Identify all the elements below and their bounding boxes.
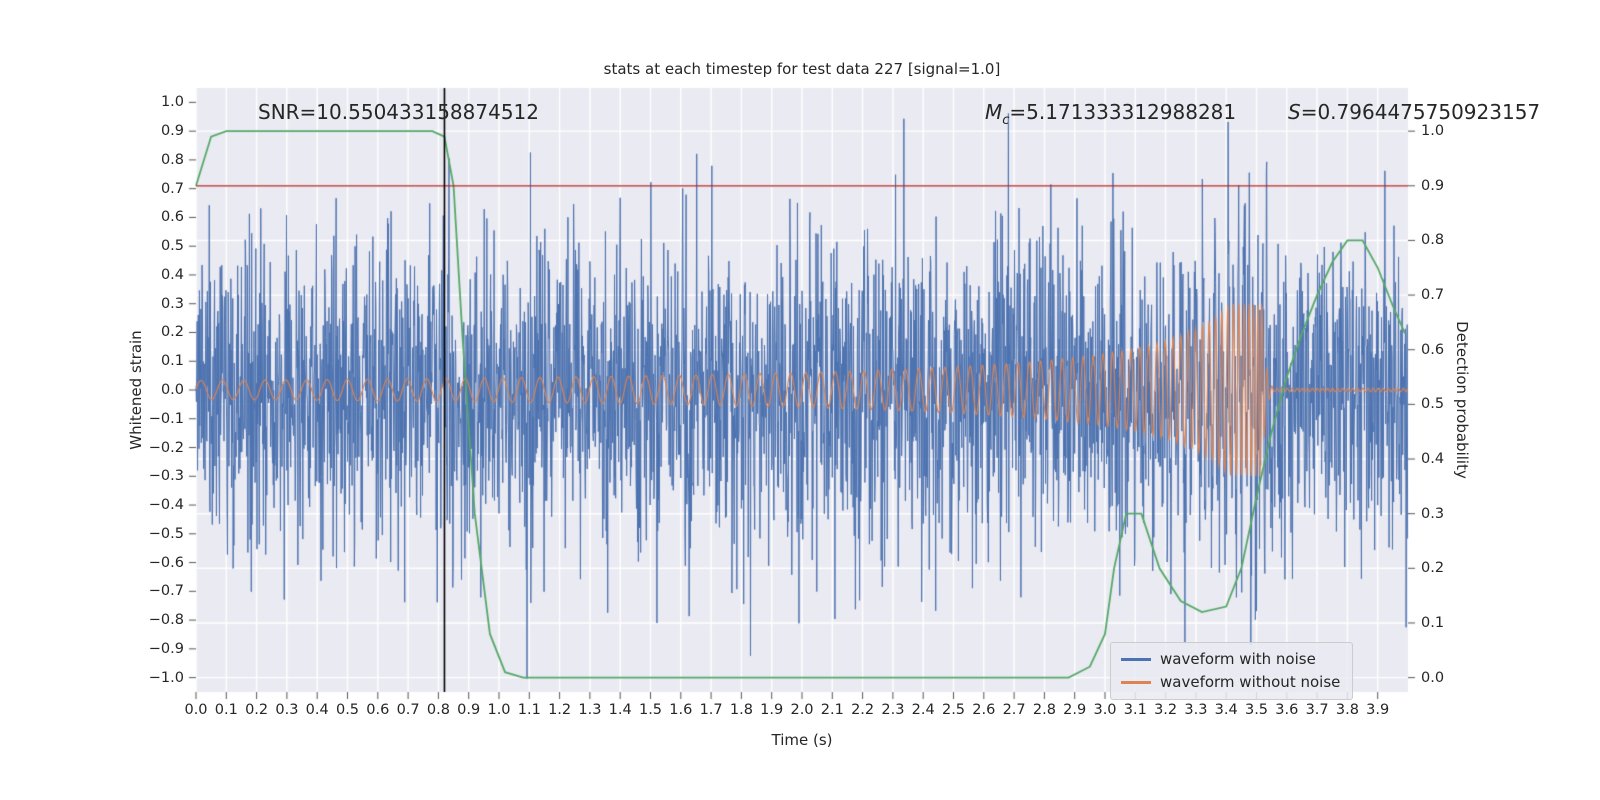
y-tick-label-left: 0.4 xyxy=(160,266,184,283)
y-tick-label-right: 0.2 xyxy=(1421,560,1445,577)
x-tick-label: 2.2 xyxy=(851,702,875,718)
y-tick-label-left: 0.6 xyxy=(160,209,184,226)
x-tick-label: 1.9 xyxy=(760,702,784,718)
x-tick-label: 1.0 xyxy=(487,702,511,718)
y-tick-label-right: 0.0 xyxy=(1421,669,1445,686)
x-tick-label: 2.9 xyxy=(1063,702,1087,718)
y-tick-label-right: 0.8 xyxy=(1421,232,1445,249)
y-tick-label-left: −0.4 xyxy=(148,497,184,514)
mc-value: =5.171333312988281 xyxy=(1009,100,1237,124)
x-tick-label: 0.1 xyxy=(214,702,238,718)
x-tick-label: 3.4 xyxy=(1214,702,1238,718)
y-tick-label-left: −0.2 xyxy=(148,439,184,456)
x-tick-label: 0.2 xyxy=(245,702,269,718)
legend: waveform with noise waveform without noi… xyxy=(1110,642,1354,700)
legend-item-without-noise: waveform without noise xyxy=(1121,673,1340,691)
y-tick-label-left: 0.1 xyxy=(160,353,184,370)
x-tick-label: 1.3 xyxy=(578,702,602,718)
x-tick-label: 1.6 xyxy=(669,702,693,718)
mc-symbol: M xyxy=(985,100,1003,124)
y-tick-label-left: 0.0 xyxy=(160,382,184,398)
y-tick-label-left: −0.6 xyxy=(148,554,184,571)
y-axis-label-left: Whitened strain xyxy=(127,330,145,450)
x-tick-label: 3.7 xyxy=(1305,702,1329,718)
x-tick-label: 2.4 xyxy=(911,702,935,718)
y-tick-label-right: 0.6 xyxy=(1421,341,1445,358)
x-tick-label: 2.8 xyxy=(1032,702,1056,718)
x-tick-label: 0.3 xyxy=(275,702,299,718)
x-tick-label: 0.0 xyxy=(184,702,208,718)
x-tick-label: 2.7 xyxy=(1002,702,1026,718)
y-tick-label-left: −0.3 xyxy=(148,468,184,485)
y-tick-label-left: −0.8 xyxy=(148,612,184,629)
x-axis-label: Time (s) xyxy=(771,731,833,749)
y-tick-label-left: 0.8 xyxy=(160,151,184,168)
y-tick-label-left: 0.5 xyxy=(160,238,184,255)
x-tick-label: 1.4 xyxy=(608,702,632,718)
y-tick-label-right: 0.1 xyxy=(1421,614,1445,631)
x-tick-label: 0.7 xyxy=(396,702,420,718)
y-tick-label-left: 0.9 xyxy=(160,123,184,140)
x-tick-label: 1.2 xyxy=(548,702,572,718)
x-tick-label: 3.6 xyxy=(1275,702,1299,718)
snr-annotation: SNR=10.550433158874512 xyxy=(258,100,539,124)
x-tick-label: 2.6 xyxy=(972,702,996,718)
x-tick-label: 1.7 xyxy=(699,702,723,718)
s-symbol: S xyxy=(1288,100,1301,124)
x-tick-label: 3.1 xyxy=(1123,702,1147,718)
x-tick-label: 2.0 xyxy=(790,702,814,718)
y-tick-label-right: 0.7 xyxy=(1421,287,1445,304)
x-tick-label: 2.3 xyxy=(881,702,905,718)
x-tick-label: 1.1 xyxy=(517,702,541,718)
x-tick-label: 3.0 xyxy=(1093,702,1117,718)
x-tick-label: 0.4 xyxy=(305,702,329,718)
legend-label: waveform without noise xyxy=(1160,673,1341,691)
y-tick-label-left: −0.7 xyxy=(148,583,184,600)
legend-item-with-noise: waveform with noise xyxy=(1121,650,1340,668)
y-tick-label-left: 1.0 xyxy=(160,94,184,111)
y-tick-label-right: 1.0 xyxy=(1421,123,1445,140)
x-tick-label: 3.8 xyxy=(1335,702,1359,718)
x-tick-label: 1.8 xyxy=(729,702,753,718)
legend-swatch-orange-line xyxy=(1121,680,1151,684)
x-tick-label: 2.1 xyxy=(820,702,844,718)
x-tick-label: 0.8 xyxy=(426,702,450,718)
chirp-mass-annotation: Mc=5.171333312988281 xyxy=(985,100,1236,128)
mc-subscript: c xyxy=(1002,113,1010,128)
y-tick-label-left: 0.7 xyxy=(160,180,184,197)
s-value: =0.7964475750923157 xyxy=(1300,100,1541,124)
x-tick-label: 0.9 xyxy=(457,702,481,718)
y-axis-label-right: Detection probability xyxy=(1453,321,1471,479)
x-tick-label: 2.5 xyxy=(941,702,966,718)
x-tick-label: 0.5 xyxy=(335,702,360,718)
legend-swatch-blue-line xyxy=(1121,657,1151,661)
s-annotation: S=0.7964475750923157 xyxy=(1288,100,1540,124)
snr-text: SNR=10.550433158874512 xyxy=(258,100,539,124)
y-tick-label-left: −0.5 xyxy=(148,525,184,542)
y-tick-label-left: −1.0 xyxy=(148,669,184,686)
x-tick-label: 0.6 xyxy=(366,702,390,718)
x-tick-label: 3.9 xyxy=(1366,702,1390,718)
x-tick-label: 3.5 xyxy=(1244,702,1269,718)
x-tick-label: 1.5 xyxy=(638,702,663,718)
legend-label: waveform with noise xyxy=(1160,650,1316,668)
y-tick-label-left: −0.1 xyxy=(148,410,184,427)
y-tick-label-right: 0.5 xyxy=(1421,396,1445,413)
y-tick-label-right: 0.9 xyxy=(1421,177,1445,194)
x-tick-label: 3.3 xyxy=(1184,702,1208,718)
y-tick-label-left: 0.3 xyxy=(160,295,184,312)
x-tick-label: 3.2 xyxy=(1154,702,1178,718)
y-tick-label-left: −0.9 xyxy=(148,640,184,657)
y-tick-label-right: 0.3 xyxy=(1421,505,1445,522)
chart-title: stats at each timestep for test data 227… xyxy=(603,60,1001,78)
y-tick-label-left: 0.2 xyxy=(160,324,184,341)
y-tick-label-right: 0.4 xyxy=(1421,451,1445,468)
